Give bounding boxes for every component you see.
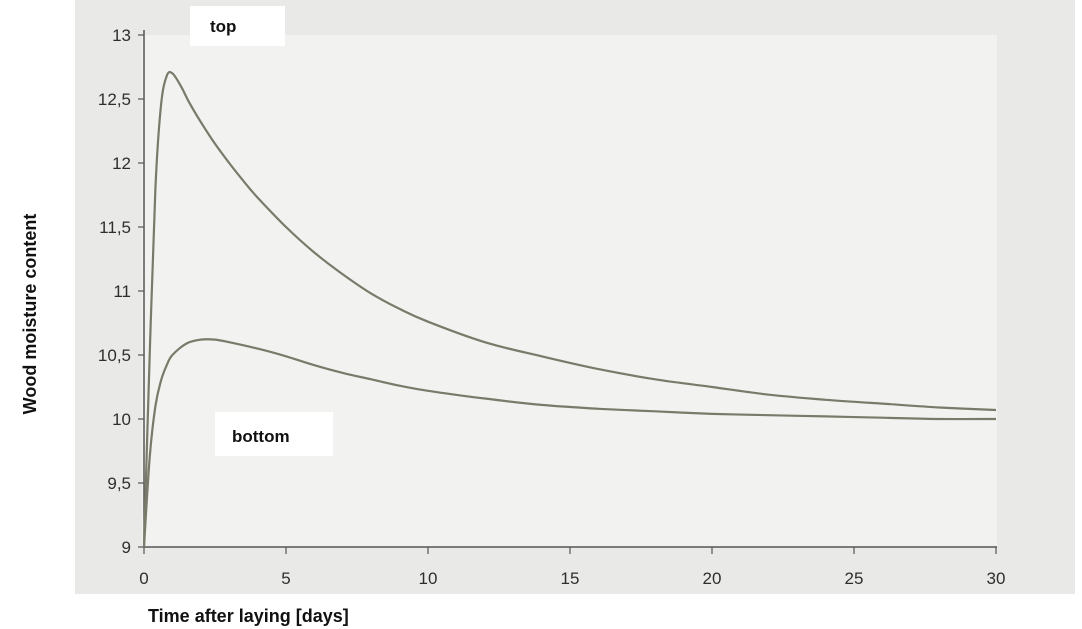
x-ticks: 0 5 10 15 20 25 30 xyxy=(139,547,1005,588)
label-box-bottom xyxy=(215,412,333,456)
series-label-bottom: bottom xyxy=(232,427,290,446)
y-tick-label: 11 xyxy=(113,282,131,301)
x-tick-label: 20 xyxy=(703,569,722,588)
plot-area xyxy=(142,35,997,547)
x-tick-label: 15 xyxy=(561,569,580,588)
y-axis-title: Wood moisture content xyxy=(20,214,40,415)
series-lines xyxy=(142,70,997,548)
series-line-top xyxy=(142,70,997,548)
x-tick-label: 25 xyxy=(845,569,864,588)
y-tick-label: 9 xyxy=(122,538,131,557)
x-tick-label: 10 xyxy=(419,569,438,588)
y-tick-label: 10,5 xyxy=(98,346,131,365)
x-tick-label: 5 xyxy=(281,569,290,588)
y-tick-label: 11,5 xyxy=(99,218,131,237)
series-label-top: top xyxy=(210,17,236,36)
y-tick-label: 10 xyxy=(112,410,131,429)
x-axis-title: Time after laying [days] xyxy=(148,606,349,626)
y-tick-label: 12,5 xyxy=(98,90,131,109)
series-line-bottom xyxy=(142,338,997,548)
y-ticks: 9 9,5 10 10,5 11 11,5 12 12,5 13 xyxy=(98,26,144,557)
label-box-top xyxy=(190,6,285,46)
y-tick-label: 13 xyxy=(112,26,131,45)
y-tick-label: 12 xyxy=(112,154,131,173)
x-tick-label: 30 xyxy=(987,569,1006,588)
y-tick-label: 9,5 xyxy=(107,474,131,493)
x-tick-label: 0 xyxy=(139,569,148,588)
